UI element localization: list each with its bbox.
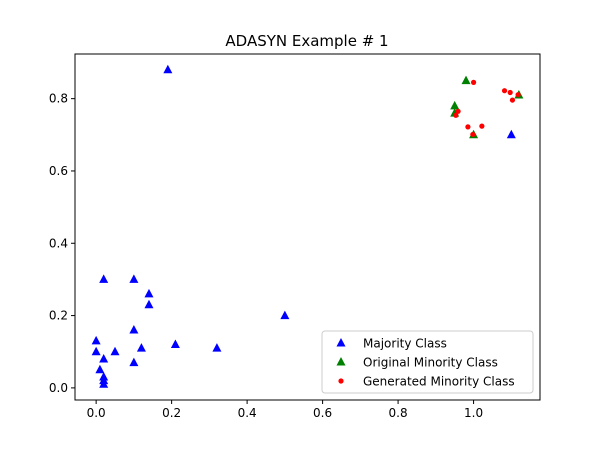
data-point-1-0	[461, 75, 471, 85]
data-point-2-2	[507, 89, 513, 96]
data-point-2-9	[470, 131, 476, 138]
data-point-0-8	[110, 346, 120, 356]
y-tick-label: 0.6	[49, 164, 68, 178]
data-point-0-9	[136, 343, 146, 352]
x-tick-label: 0.4	[238, 406, 257, 420]
x-tick-label: 0.0	[87, 406, 106, 420]
data-point-2-0	[470, 79, 477, 85]
data-point-0-19	[506, 129, 516, 139]
x-tick-label: 0.2	[162, 406, 181, 420]
plot-frame	[74, 53, 541, 401]
x-tick-label: 1.0	[464, 406, 483, 420]
y-tick-label: 0.2	[49, 309, 68, 323]
legend-marker	[336, 338, 346, 347]
data-point-0-13	[99, 353, 109, 363]
data-point-0-7	[91, 346, 101, 356]
data-point-0-0	[163, 64, 173, 74]
data-point-2-4	[509, 97, 516, 103]
data-point-0-5	[129, 325, 139, 334]
data-point-2-1	[501, 88, 508, 94]
data-point-2-8	[479, 123, 485, 129]
legend: Majority Class Original Minority Class Gen…	[321, 330, 534, 394]
data-point-0-6	[91, 335, 101, 345]
data-point-2-3	[515, 92, 521, 98]
legend-label: Generated Minority Class	[363, 375, 515, 389]
chart-title: ADASYN Example # 1	[225, 32, 388, 50]
data-point-2-7	[465, 124, 471, 130]
data-point-0-4	[144, 299, 154, 309]
data-point-0-15	[95, 364, 105, 374]
data-point-0-3	[144, 288, 154, 298]
x-tick-label: 0.8	[389, 406, 408, 420]
legend-label: Majority Class	[363, 337, 447, 351]
data-point-0-2	[129, 274, 139, 283]
data-point-0-18	[99, 379, 109, 388]
data-point-0-12	[280, 310, 290, 320]
data-point-0-10	[170, 339, 180, 349]
data-point-0-14	[129, 357, 139, 367]
data-point-2-5	[455, 108, 461, 114]
y-tick-label: 0.8	[49, 92, 68, 106]
y-tick-label: 0.4	[49, 236, 68, 250]
legend-marker	[336, 357, 346, 366]
legend-marker	[338, 378, 344, 384]
x-tick-label: 0.6	[313, 406, 332, 420]
data-point-2-6	[453, 112, 459, 118]
data-point-1-1	[450, 100, 460, 110]
data-point-0-1	[99, 274, 109, 283]
y-tick-label: 0.0	[49, 381, 68, 395]
data-point-0-11	[212, 343, 222, 352]
legend-label: Original Minority Class	[363, 356, 498, 370]
